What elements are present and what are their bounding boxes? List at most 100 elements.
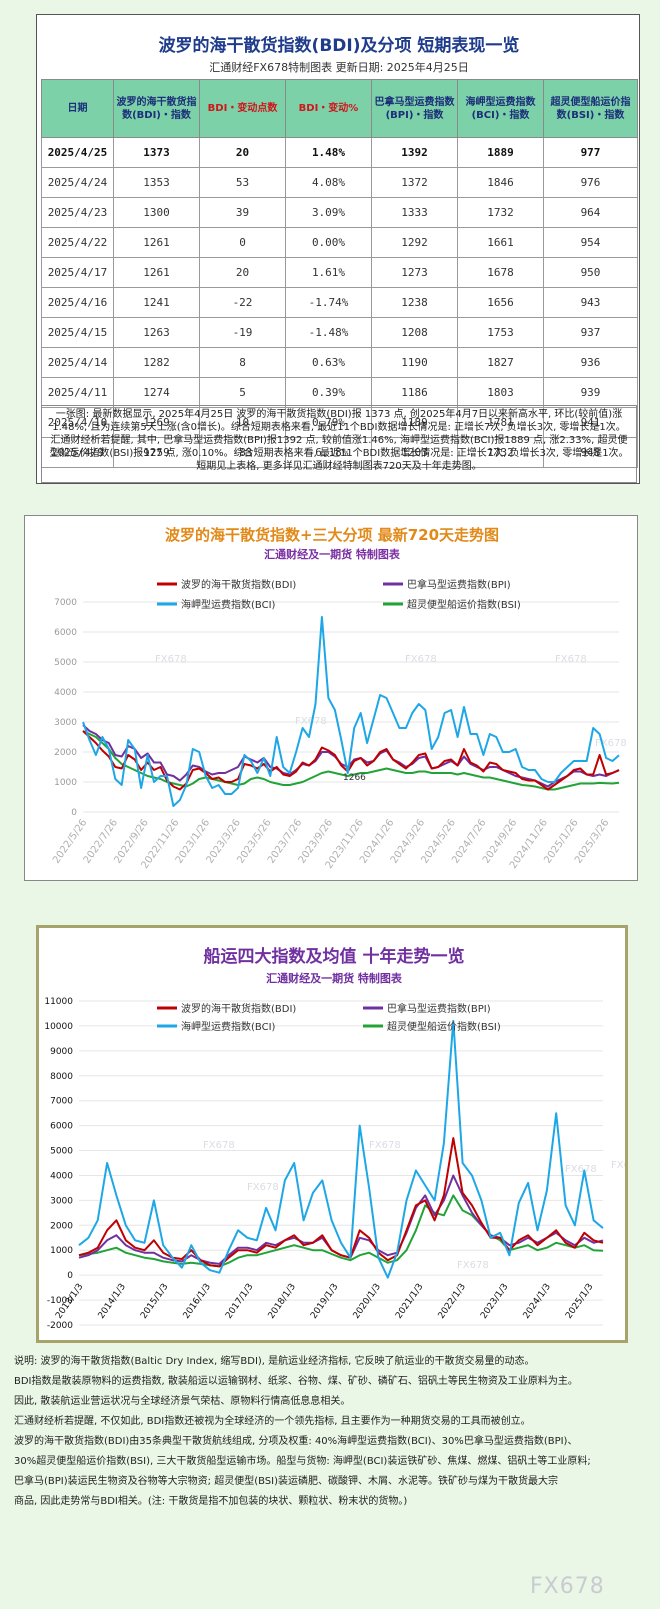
table-header-cell: BDI・变动点数 bbox=[199, 79, 286, 138]
y-tick-label: 11000 bbox=[44, 997, 73, 1007]
table-cell: 1803 bbox=[457, 377, 544, 408]
series-line-bci bbox=[78, 1019, 604, 1279]
x-tick-label: 2018/1/3 bbox=[267, 1282, 298, 1321]
data-annotation: 1266 bbox=[343, 773, 366, 783]
y-tick-label: 0 bbox=[71, 808, 77, 818]
table-cell: 1238 bbox=[371, 287, 458, 318]
table-cell: 936 bbox=[543, 347, 638, 378]
table-cell: 1274 bbox=[113, 377, 200, 408]
table-cell: 1333 bbox=[371, 197, 458, 228]
y-tick-label: 9000 bbox=[50, 1047, 73, 1057]
summary-text: 一张图: 最新数据显示, 2025年4月25日 波罗的海干散货指数(BDI)报 … bbox=[41, 405, 637, 483]
summary-table-panel: 波罗的海干散货指数(BDI)及分项 短期表现一览 汇通财经FX678特制图表 更… bbox=[36, 14, 640, 484]
table-cell: 1846 bbox=[457, 167, 544, 198]
note-line: 汇通财经析若提醒, 不仅如此, BDI指数还被视为全球经济的一个领先指标, 且主… bbox=[14, 1416, 531, 1427]
series-line-bsi bbox=[82, 730, 620, 791]
chart-subtitle: 汇通财经及一期货 特制图表 bbox=[266, 971, 403, 985]
watermark-text: FX678 bbox=[203, 1140, 235, 1151]
table-row: 2025/4/23 1300 39 3.09% 1333 1732 964 bbox=[41, 197, 638, 228]
table-cell: 1753 bbox=[457, 317, 544, 348]
table-cell: 39 bbox=[199, 197, 286, 228]
x-tick-label: 2020/1/3 bbox=[352, 1282, 383, 1321]
table-cell: 1261 bbox=[113, 257, 200, 288]
table-cell: 2025/4/10 bbox=[41, 407, 114, 438]
y-tick-label: 1000 bbox=[54, 778, 77, 788]
table-cell: 1241 bbox=[113, 287, 200, 318]
table-cell: 1372 bbox=[371, 167, 458, 198]
y-tick-label: 4000 bbox=[54, 688, 77, 698]
table-cell: 53 bbox=[199, 167, 286, 198]
table-cell: 2025/4/23 bbox=[41, 197, 114, 228]
table-cell: 8 bbox=[199, 347, 286, 378]
x-tick-label: 2025/1/3 bbox=[564, 1282, 595, 1321]
note-line: 因此, 散装航运业营运状况与全球经济景气荣枯、原物料行情高低息息相关。 bbox=[14, 1396, 351, 1407]
y-tick-label: 5000 bbox=[54, 658, 77, 668]
legend-label: 海岬型运费指数(BCI) bbox=[181, 1020, 276, 1033]
table-row: 2025/4/11 1274 5 0.39% 1186 1803 939 bbox=[41, 377, 638, 408]
table-cell: 20 bbox=[199, 257, 286, 288]
x-tick-label: 2021/1/3 bbox=[394, 1282, 425, 1321]
note-line: 商品, 因此走势常与BDI相关。(注: 干散货是指不加包装的块状、颗粒状、粉末状… bbox=[14, 1496, 408, 1507]
table-cell: 964 bbox=[543, 197, 638, 228]
table-cell: 1282 bbox=[113, 347, 200, 378]
y-tick-label: -2000 bbox=[47, 1321, 73, 1331]
x-tick-label: 2024/1/3 bbox=[522, 1282, 553, 1321]
watermark-text: FX678 bbox=[457, 1260, 489, 1271]
table-cell: 2025/4/25 bbox=[41, 137, 114, 168]
x-tick-label: 2016/1/3 bbox=[182, 1282, 213, 1321]
watermark-text: FX678 bbox=[611, 1160, 625, 1171]
table-row: 2025/4/22 1261 0 0.00% 1292 1661 954 bbox=[41, 227, 638, 258]
table-cell: 1732 bbox=[457, 197, 544, 228]
table-cell: 10 bbox=[199, 407, 286, 438]
table-cell: 2025/4/24 bbox=[41, 167, 114, 198]
table-row: 2025/4/25 1373 20 1.48% 1392 1889 977 bbox=[41, 137, 638, 168]
table-cell: -22 bbox=[199, 287, 286, 318]
table-cell: 1.61% bbox=[285, 257, 372, 288]
x-tick-label: 2019/1/3 bbox=[309, 1282, 340, 1321]
table-row: 2025/4/14 1282 8 0.63% 1190 1827 936 bbox=[41, 347, 638, 378]
table-cell: 2025/4/14 bbox=[41, 347, 114, 378]
watermark-text: FX678 bbox=[405, 654, 437, 665]
table-cell: -1.48% bbox=[285, 317, 372, 348]
y-tick-label: 8000 bbox=[50, 1072, 73, 1082]
table-cell: 1827 bbox=[457, 347, 544, 378]
table-cell: 950 bbox=[543, 257, 638, 288]
series-line-bci bbox=[82, 616, 620, 807]
legend-label: 波罗的海干散货指数(BDI) bbox=[181, 578, 296, 591]
y-tick-label: 5000 bbox=[50, 1147, 73, 1157]
table-header-cell: BDI・变动% bbox=[285, 79, 372, 138]
table-cell: 0.00% bbox=[285, 227, 372, 258]
y-tick-label: 7000 bbox=[50, 1097, 73, 1107]
watermark-text: FX678 bbox=[155, 654, 187, 665]
table-header-cell: 海岬型运费指数(BCI)・指数 bbox=[457, 79, 544, 138]
y-tick-label: 7000 bbox=[54, 598, 77, 608]
table-header-cell: 巴拿马型运费指数(BPI)・指数 bbox=[371, 79, 458, 138]
note-line: 说明: 波罗的海干散货指数(Baltic Dry Index, 缩写BDI), … bbox=[14, 1356, 535, 1367]
table-cell: 1186 bbox=[371, 377, 458, 408]
watermark-text: FX678 bbox=[555, 654, 587, 665]
table-header-cell: 超灵便型船运价指数(BSI)・指数 bbox=[543, 79, 638, 138]
legend-label: 超灵便型船运价指数(BSI) bbox=[407, 598, 521, 611]
table-cell: 1269 bbox=[113, 407, 200, 438]
table-cell: 948 bbox=[543, 437, 638, 468]
series-line-bdi bbox=[78, 1137, 604, 1268]
y-tick-label: 4000 bbox=[50, 1171, 73, 1181]
series-line-bsi bbox=[78, 1194, 604, 1268]
legend-label: 巴拿马型运费指数(BPI) bbox=[387, 1002, 491, 1015]
y-tick-label: 0 bbox=[67, 1271, 73, 1281]
note-line: 波罗的海干散货指数(BDI)由35条典型干散货航线组成, 分项及权重: 40%海… bbox=[14, 1436, 578, 1447]
table-cell: 1208 bbox=[371, 317, 458, 348]
table-cell: -6.18% bbox=[285, 437, 372, 468]
table-cell: 1189 bbox=[371, 407, 458, 438]
table-row: 2025/4/9 1259 -83 -6.18% 1203 1732 948 bbox=[41, 437, 638, 468]
chart-720-days: 波罗的海干散货指数+三大分项 最新720天走势图 汇通财经及一期货 特制图表 0 10… bbox=[24, 515, 638, 881]
table-cell: 1661 bbox=[457, 227, 544, 258]
table-cell: 1678 bbox=[457, 257, 544, 288]
y-tick-label: 6000 bbox=[50, 1122, 73, 1132]
table-cell: 1889 bbox=[457, 137, 544, 168]
table-cell: 1261 bbox=[113, 227, 200, 258]
watermark-text: FX678 bbox=[295, 716, 327, 727]
table-cell: 0.39% bbox=[285, 377, 372, 408]
table-cell: 2025/4/11 bbox=[41, 377, 114, 408]
